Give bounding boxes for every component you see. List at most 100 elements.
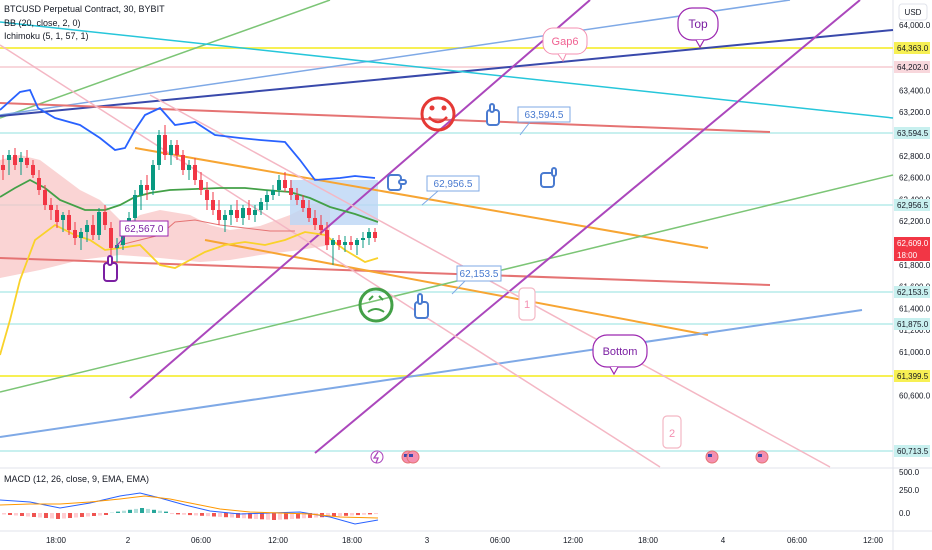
callout-top[interactable]: Top	[677, 7, 719, 49]
pointing-hand-icon[interactable]	[103, 255, 118, 282]
candle[interactable]	[145, 175, 149, 200]
currency-button[interactable]: USD	[898, 3, 928, 21]
candle[interactable]	[55, 205, 59, 228]
red-trend-upper[interactable]	[0, 102, 771, 133]
candle[interactable]	[139, 180, 143, 210]
event-markers[interactable]	[370, 450, 769, 464]
candle[interactable]	[367, 228, 371, 245]
candle[interactable]	[19, 152, 23, 175]
candle[interactable]	[277, 175, 281, 196]
candle[interactable]	[133, 190, 137, 225]
teal-trend[interactable]	[0, 21, 894, 119]
time-axis[interactable]: 18:00 2 06:00 12:00 18:00 3 06:00 12:00 18:00 4 06…	[46, 536, 884, 545]
candle[interactable]	[253, 205, 257, 222]
candle[interactable]	[73, 222, 77, 245]
candle[interactable]	[181, 150, 185, 175]
candle[interactable]	[25, 150, 29, 168]
candle[interactable]	[331, 238, 335, 265]
candle[interactable]	[43, 185, 47, 210]
price-badge[interactable]: 63,594.5	[894, 127, 930, 139]
blue-trend-upper[interactable]	[0, 0, 791, 116]
annotations[interactable]: Gap6 Top Bottom 63,594.5 62,956.5	[114, 7, 719, 449]
macd-legend[interactable]: MACD (12, 26, close, 9, EMA, EMA)	[4, 474, 150, 484]
candle[interactable]	[187, 160, 191, 180]
candle[interactable]	[307, 200, 311, 222]
candle[interactable]	[199, 172, 203, 195]
candle[interactable]	[103, 205, 107, 230]
orange-trend-upper[interactable]	[134, 147, 709, 249]
candle[interactable]	[31, 160, 35, 178]
sick-face-icon[interactable]	[358, 287, 394, 323]
price-badge[interactable]: 62,956.5	[894, 199, 930, 211]
candle[interactable]	[49, 198, 53, 220]
ichimoku-legend[interactable]: Ichimoku (5, 1, 57, 1)	[4, 31, 89, 41]
candle[interactable]	[7, 150, 11, 175]
candle[interactable]	[97, 208, 101, 240]
candle[interactable]	[193, 158, 197, 185]
candle[interactable]	[37, 170, 41, 195]
price-callout-62153[interactable]: 62,153.5	[451, 265, 502, 295]
candle[interactable]	[343, 236, 347, 252]
bb-legend[interactable]: BB (20, close, 2, 0)	[4, 18, 81, 28]
lightning-icon[interactable]	[370, 450, 384, 464]
candle[interactable]	[229, 205, 233, 225]
pointing-hand-icon[interactable]	[387, 174, 407, 191]
callout-gap6[interactable]: Gap6	[542, 27, 588, 63]
trend-lines[interactable]	[0, 0, 894, 468]
candle[interactable]	[355, 238, 359, 255]
candle[interactable]	[223, 210, 227, 232]
price-badge[interactable]: 61,399.5	[894, 370, 930, 382]
candle[interactable]	[91, 215, 95, 240]
candle[interactable]	[211, 192, 215, 215]
candle[interactable]	[325, 222, 329, 250]
candle[interactable]	[313, 210, 317, 230]
macd-axis[interactable]: 500.0 250.0 0.0	[899, 468, 920, 518]
navy-trend[interactable]	[0, 29, 894, 117]
candle[interactable]	[13, 148, 17, 170]
symbol-legend[interactable]: BTCUSD Perpetual Contract, 30, BYBIT	[4, 4, 165, 14]
candle[interactable]	[271, 185, 275, 200]
price-badge[interactable]: 61,875.0	[894, 318, 930, 330]
price-callout-62567[interactable]: 62,567.0	[114, 220, 169, 249]
candle[interactable]	[175, 140, 179, 160]
candlesticks[interactable]	[1, 125, 377, 265]
candle[interactable]	[85, 220, 89, 242]
flag-us-icon[interactable]	[755, 450, 769, 464]
smiley-face-icon[interactable]	[420, 96, 456, 132]
candle[interactable]	[247, 200, 251, 220]
purple-channel-right[interactable]	[314, 0, 861, 454]
pointing-hand-icon[interactable]	[414, 293, 429, 319]
candle[interactable]	[241, 205, 245, 225]
candle[interactable]	[169, 140, 173, 165]
candle[interactable]	[157, 130, 161, 170]
pink-trend-left[interactable]	[0, 44, 661, 468]
green-trend-upper[interactable]	[0, 0, 331, 119]
pointing-hand-icon[interactable]	[486, 103, 500, 126]
price-callout-62956[interactable]: 62,956.5	[421, 175, 480, 206]
price-callout-63594[interactable]: 63,594.5	[517, 106, 571, 136]
orange-trend-lower[interactable]	[204, 239, 709, 336]
candle[interactable]	[319, 215, 323, 235]
candle[interactable]	[151, 160, 155, 195]
candle[interactable]	[61, 212, 65, 232]
price-badge[interactable]: 62,153.5	[894, 286, 930, 298]
callout-bottom[interactable]: Bottom	[592, 334, 648, 376]
macd-pane[interactable]	[0, 470, 893, 532]
purple-channel-left[interactable]	[129, 0, 591, 399]
price-badge[interactable]: 64,363.0	[894, 42, 930, 54]
candle[interactable]	[1, 155, 5, 180]
candle[interactable]	[361, 232, 365, 248]
candle[interactable]	[289, 180, 293, 200]
price-badge[interactable]: 64,202.0	[894, 61, 930, 73]
candle[interactable]	[265, 190, 269, 210]
pointing-hand-icon[interactable]	[540, 167, 557, 188]
candle[interactable]	[115, 238, 119, 262]
candle[interactable]	[337, 235, 341, 250]
red-trend-lower[interactable]	[0, 257, 771, 286]
candle[interactable]	[283, 172, 287, 192]
candle[interactable]	[79, 228, 83, 250]
price-badge[interactable]: 62,609.0	[894, 237, 930, 249]
horizontal-levels[interactable]	[0, 47, 893, 452]
blue-trend-lower[interactable]	[0, 309, 863, 438]
